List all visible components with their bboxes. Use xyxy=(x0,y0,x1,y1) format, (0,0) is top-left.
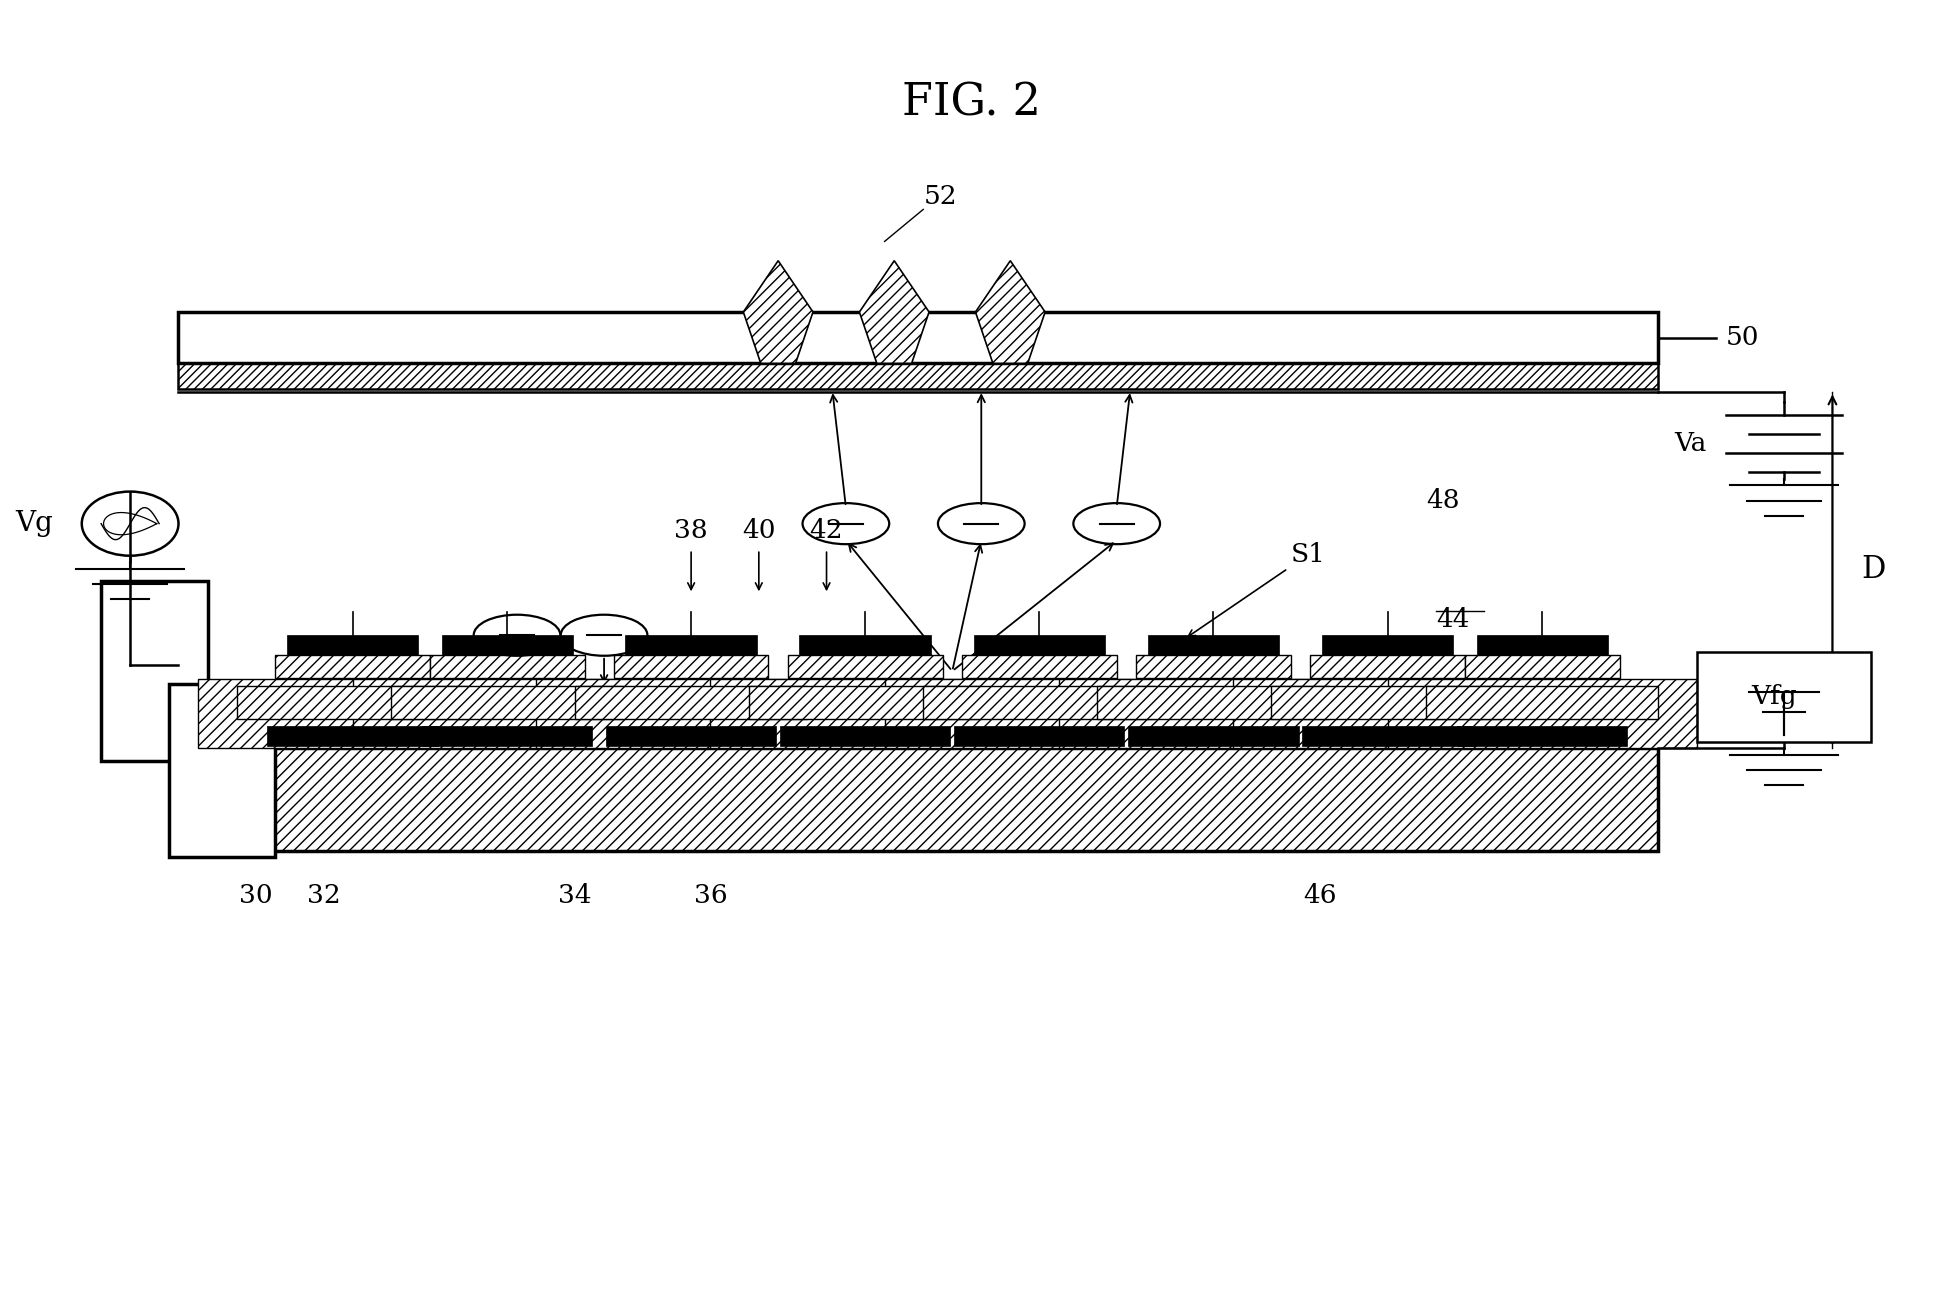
Text: 42: 42 xyxy=(810,518,843,544)
Bar xyxy=(626,635,758,656)
Bar xyxy=(750,686,981,719)
Bar xyxy=(1465,656,1620,678)
Text: Va: Va xyxy=(1675,431,1706,456)
Bar xyxy=(1059,679,1368,747)
Polygon shape xyxy=(859,261,929,363)
Bar xyxy=(1098,686,1329,719)
Bar xyxy=(614,656,769,678)
Bar xyxy=(1148,635,1278,656)
Bar xyxy=(268,727,437,745)
Text: 40: 40 xyxy=(742,518,775,544)
Bar xyxy=(429,656,585,678)
Bar xyxy=(711,679,1020,747)
Text: S1: S1 xyxy=(1189,542,1325,636)
Bar xyxy=(962,656,1117,678)
Bar xyxy=(179,363,1657,389)
Bar xyxy=(179,747,1657,851)
Text: 48: 48 xyxy=(1426,488,1459,513)
Bar xyxy=(799,635,931,656)
Bar xyxy=(575,686,806,719)
Bar xyxy=(923,686,1156,719)
Bar xyxy=(954,727,1125,745)
Bar xyxy=(1302,727,1473,745)
Bar xyxy=(179,312,1657,363)
Text: 52: 52 xyxy=(923,185,956,209)
Bar xyxy=(169,684,276,857)
Text: 44: 44 xyxy=(1436,607,1469,633)
Text: 46: 46 xyxy=(1304,883,1337,908)
Bar xyxy=(884,679,1195,747)
Bar xyxy=(606,727,777,745)
Polygon shape xyxy=(744,261,812,363)
Text: D: D xyxy=(1861,554,1887,585)
Bar xyxy=(1232,679,1543,747)
Bar xyxy=(1387,679,1696,747)
Bar xyxy=(787,656,942,678)
Bar xyxy=(779,727,950,745)
Bar xyxy=(179,720,1657,747)
Bar xyxy=(391,686,624,719)
Text: 36: 36 xyxy=(694,883,727,908)
Bar xyxy=(1271,686,1504,719)
Text: 32: 32 xyxy=(307,883,340,908)
Bar xyxy=(276,656,429,678)
Text: 50: 50 xyxy=(1725,325,1760,350)
Bar xyxy=(237,686,468,719)
Bar xyxy=(1137,656,1290,678)
Bar xyxy=(1129,727,1298,745)
Bar xyxy=(536,679,845,747)
Text: Vfg: Vfg xyxy=(1751,684,1797,709)
Bar xyxy=(1457,727,1628,745)
Text: Vg: Vg xyxy=(16,510,52,537)
Bar xyxy=(1310,656,1465,678)
Bar xyxy=(101,581,208,760)
Bar xyxy=(1477,635,1609,656)
Bar xyxy=(1321,635,1453,656)
Bar xyxy=(288,635,418,656)
Bar xyxy=(198,679,507,747)
Bar xyxy=(441,635,573,656)
Text: 30: 30 xyxy=(239,883,272,908)
Polygon shape xyxy=(975,261,1045,363)
Text: 38: 38 xyxy=(674,518,707,544)
Text: 34: 34 xyxy=(558,883,593,908)
Text: Hi: Hi xyxy=(968,687,989,705)
Bar xyxy=(422,727,593,745)
Bar xyxy=(1696,652,1871,742)
Text: FIG. 2: FIG. 2 xyxy=(902,81,1041,124)
Bar xyxy=(973,635,1106,656)
Bar xyxy=(352,679,663,747)
Bar xyxy=(1426,686,1657,719)
